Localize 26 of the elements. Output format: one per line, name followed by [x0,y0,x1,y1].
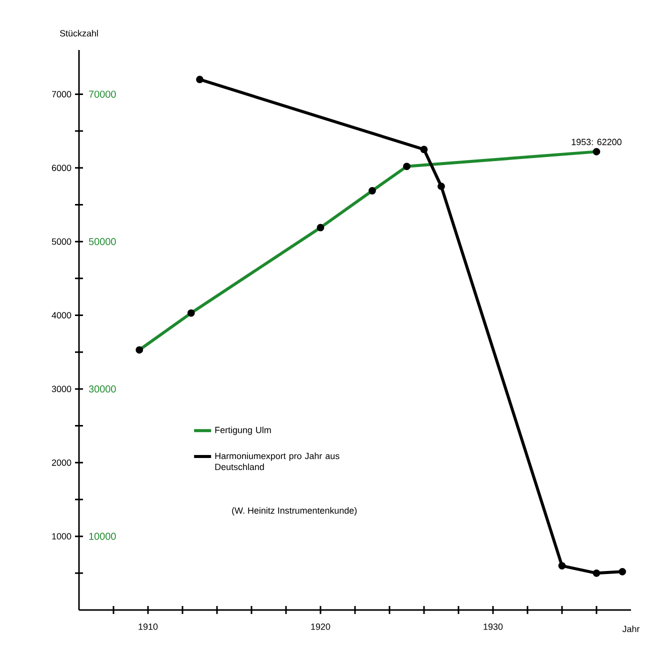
data-label: 1953: 62200 [572,138,622,146]
y-tick-label: 2000 [52,459,72,466]
y-axis-title: Stückzahl [60,30,98,36]
y2-tick-label: 50000 [88,238,116,246]
x-tick-label: 1920 [311,624,330,630]
y-tick-label: 4000 [52,312,72,318]
y-tick-label: 6000 [52,164,72,172]
point [420,146,428,154]
y2-tick-label: 30000 [88,385,116,392]
y-tick-label: 1000 [52,533,72,540]
legend-label: Harmoniumexport pro Jahr aus Deutschland [215,452,340,470]
y2-tick-label: 70000 [89,90,116,98]
point [558,562,566,570]
x-tick-label: 1910 [138,624,158,630]
point [196,76,204,84]
y-tick-label: 7000 [52,91,72,98]
point [618,568,626,576]
y-tick-label: 5000 [52,238,72,245]
x-tick-label: 1930 [484,624,503,630]
y2-tick-label: 10000 [89,532,116,540]
x-axis-title: Jahr [622,626,640,632]
point [592,569,600,577]
annotation: (W. Heinitz Instrumentenkunde) [232,507,357,516]
legend-label: Fertigung Ulm [215,426,271,435]
point [438,182,445,190]
y-tick-label: 3000 [52,386,72,392]
